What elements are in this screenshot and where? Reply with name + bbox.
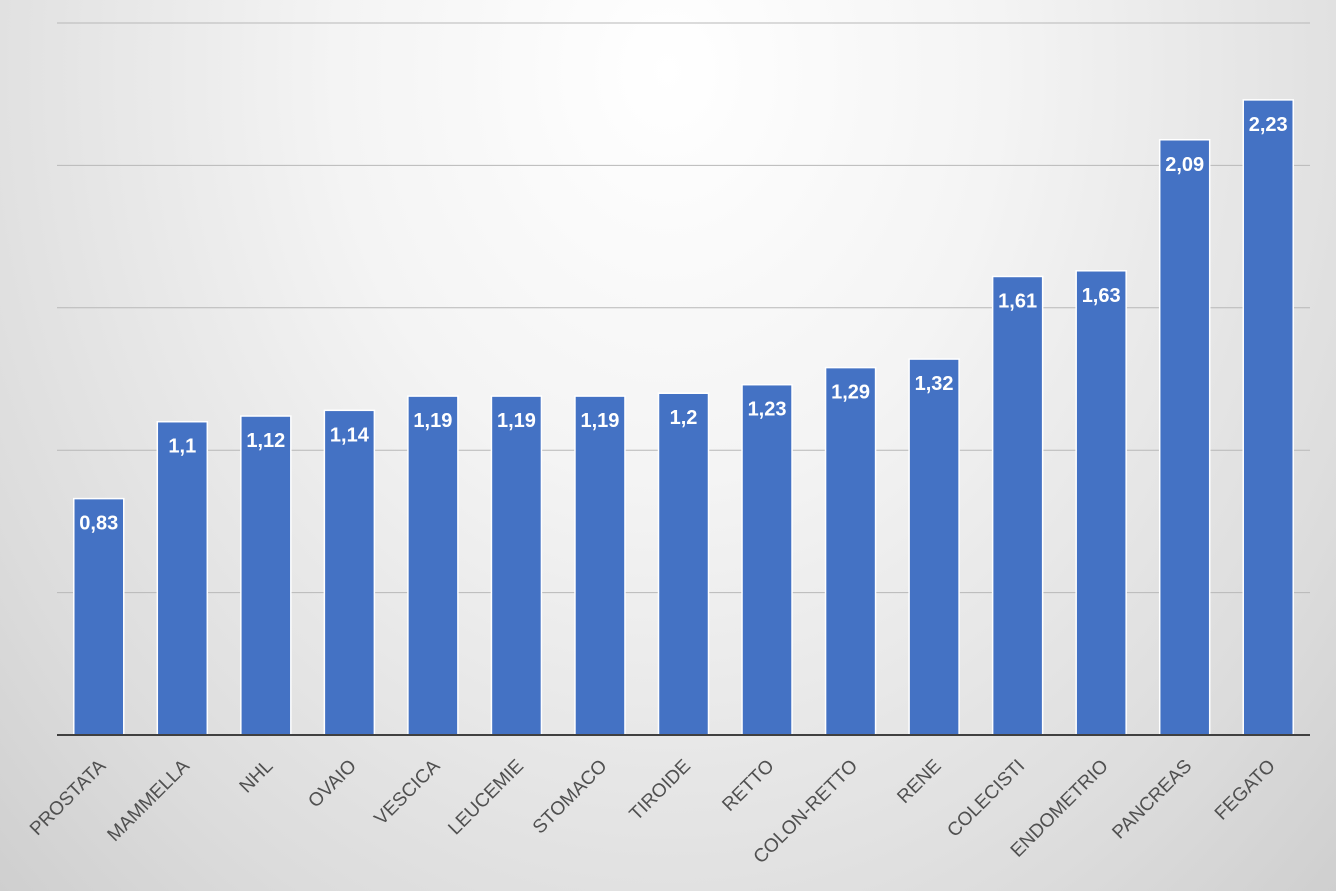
bar (73, 498, 124, 735)
bar (407, 396, 458, 735)
category-label: STOMACO (529, 756, 612, 839)
data-label: 1,29 (831, 382, 870, 404)
category-label: OVAIO (304, 756, 360, 812)
bar (157, 421, 208, 735)
bar (825, 367, 876, 735)
category-label: PANCREAS (1108, 756, 1196, 844)
data-label: 1,12 (246, 430, 285, 452)
bar (324, 410, 375, 735)
data-label: 1,19 (413, 410, 452, 432)
bar (240, 416, 291, 735)
bar (491, 396, 542, 735)
category-label: NHL (236, 756, 278, 798)
category-label: TIROIDE (626, 756, 695, 825)
category-label: COLECISTI (943, 756, 1029, 842)
category-label: FEGATO (1211, 756, 1280, 825)
bar (992, 276, 1043, 735)
data-label: 0,83 (79, 513, 118, 535)
data-label: 1,63 (1082, 285, 1121, 307)
data-label: 1,32 (915, 373, 954, 395)
bar (658, 393, 709, 735)
data-label: 2,09 (1165, 154, 1204, 176)
bar (1159, 139, 1210, 735)
bar (574, 396, 625, 735)
category-label: MAMMELLA (104, 755, 194, 845)
data-label: 1,1 (168, 436, 196, 458)
data-label: 1,2 (670, 407, 698, 429)
data-label: 1,23 (748, 399, 787, 421)
category-label: PROSTATA (26, 755, 110, 839)
data-label: 1,61 (998, 290, 1037, 312)
bar (742, 384, 793, 735)
category-label: LEUCEMIE (444, 756, 528, 840)
category-label: RETTO (718, 756, 778, 816)
data-label: 1,14 (330, 424, 370, 446)
data-label: 1,19 (580, 410, 619, 432)
data-labels: 0,83 1,1 1,12 1,14 1,19 1,19 1,19 1,2 1,23 1,29 1,… (79, 114, 1287, 535)
bar (1243, 99, 1294, 735)
category-label: VESCICA (371, 755, 445, 829)
data-label: 1,19 (497, 410, 536, 432)
data-label: 2,23 (1249, 114, 1288, 136)
category-label: RENE (893, 756, 945, 808)
bar (909, 359, 960, 735)
bars (73, 99, 1294, 736)
bar (1076, 270, 1127, 735)
